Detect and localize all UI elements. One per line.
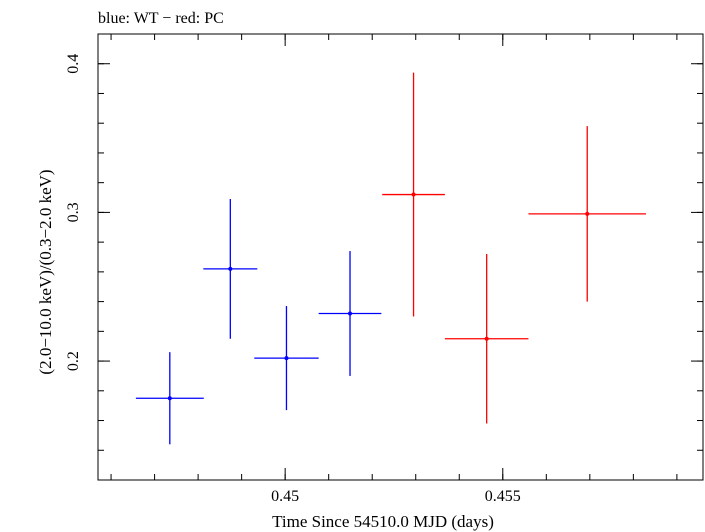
x-tick-label: 0.455	[485, 488, 521, 505]
data-point	[411, 192, 416, 197]
x-axis-label: Time Since 54510.0 MJD (days)	[272, 512, 494, 531]
data-point	[585, 211, 590, 216]
series-layer	[135, 72, 646, 445]
data-point	[228, 266, 233, 271]
chart-title: blue: WT − red: PC	[98, 10, 224, 27]
series-1	[135, 199, 382, 445]
axes: 0.45 0.455 0.2 0.3 0.4	[65, 33, 703, 505]
x-tick-label: 0.45	[271, 488, 299, 505]
y-axis-label: (2.0−10.0 keV)/(0.3−2.0 keV)	[36, 169, 55, 374]
data-point	[484, 336, 489, 341]
series-2	[382, 72, 646, 424]
plot-frame	[97, 33, 704, 481]
data-point	[167, 396, 172, 401]
y-tick-label: 0.2	[65, 351, 82, 371]
y-tick-label: 0.4	[65, 54, 82, 74]
y-tick-label: 0.3	[65, 202, 82, 222]
data-point	[284, 356, 289, 361]
data-point	[348, 311, 353, 316]
